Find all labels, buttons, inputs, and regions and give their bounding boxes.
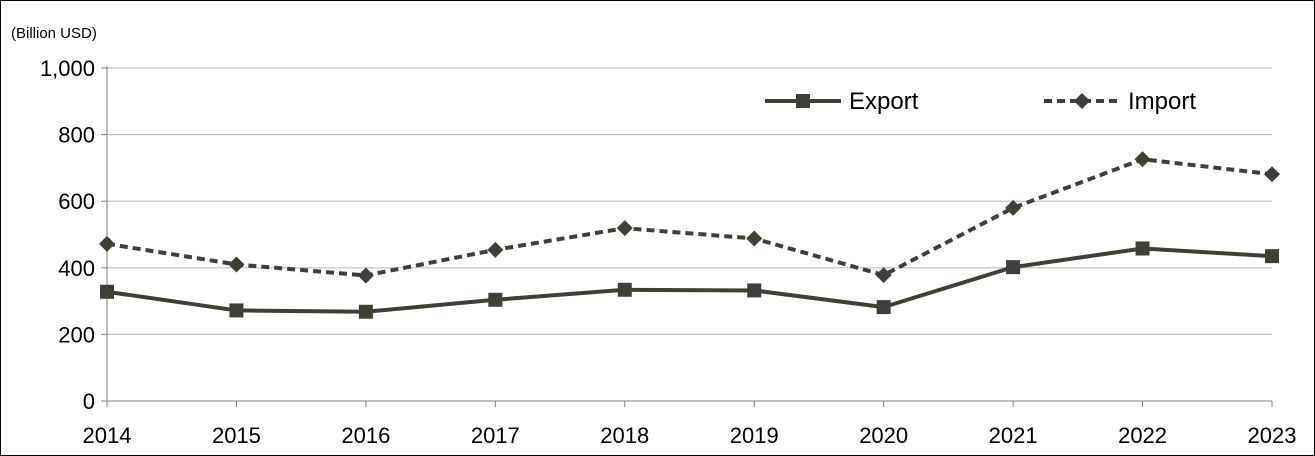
legend-import-label: Import — [1128, 88, 1196, 115]
gridlines — [107, 67, 1272, 335]
y-unit-label: (Billion USD) — [11, 25, 97, 42]
y-tick-label: 800 — [58, 123, 95, 148]
y-tick-label: 600 — [58, 189, 95, 214]
export-point — [488, 292, 503, 307]
legend-export-marker — [796, 94, 810, 108]
export-point — [1265, 249, 1279, 264]
export-point — [747, 283, 762, 298]
import-point — [1005, 199, 1022, 216]
series-import — [99, 151, 1280, 284]
x-tick-label: 2018 — [600, 423, 649, 448]
export-point — [229, 303, 244, 318]
legend-import-marker — [1074, 93, 1090, 109]
x-tick-labels: 2014 2015 2016 2017 2018 2019 2020 2021 2022 2023 — [83, 401, 1297, 448]
import-point — [746, 230, 763, 247]
import-point — [616, 220, 633, 237]
x-tick-label: 2019 — [730, 423, 779, 448]
export-point — [617, 282, 632, 297]
import-point — [357, 267, 374, 284]
y-tick-label: 400 — [58, 256, 95, 281]
export-point — [1135, 241, 1150, 256]
x-tick-label: 2021 — [989, 423, 1038, 448]
import-point — [875, 267, 892, 284]
import-line — [106, 157, 1273, 278]
x-tick-label: 2014 — [83, 423, 132, 448]
legend-item-export: Export — [765, 88, 919, 115]
x-tick-label: 2023 — [1248, 423, 1297, 448]
import-point — [1134, 151, 1151, 168]
y-tick-label: 0 — [83, 389, 95, 414]
import-point — [487, 241, 504, 258]
x-tick-label: 2015 — [212, 423, 261, 448]
x-tick-label: 2016 — [341, 423, 390, 448]
import-point — [99, 235, 115, 252]
export-point — [100, 284, 114, 299]
import-point — [1264, 166, 1280, 183]
series-export — [100, 241, 1279, 319]
legend-item-import: Import — [1044, 88, 1196, 115]
y-tick-label: 200 — [58, 322, 95, 347]
export-point — [358, 304, 373, 319]
y-tick-labels: 0 200 400 600 800 1,000 — [40, 56, 107, 414]
export-point — [876, 300, 891, 315]
export-line — [106, 246, 1273, 314]
legend-export-label: Export — [849, 88, 919, 115]
x-tick-label: 2022 — [1118, 423, 1167, 448]
x-tick-label: 2020 — [859, 423, 908, 448]
y-tick-label: 1,000 — [40, 56, 95, 81]
series-lines — [99, 151, 1280, 319]
legend: Export Import — [765, 88, 1196, 115]
x-tick-label: 2017 — [471, 423, 520, 448]
export-point — [1006, 260, 1021, 275]
import-point — [228, 256, 245, 273]
